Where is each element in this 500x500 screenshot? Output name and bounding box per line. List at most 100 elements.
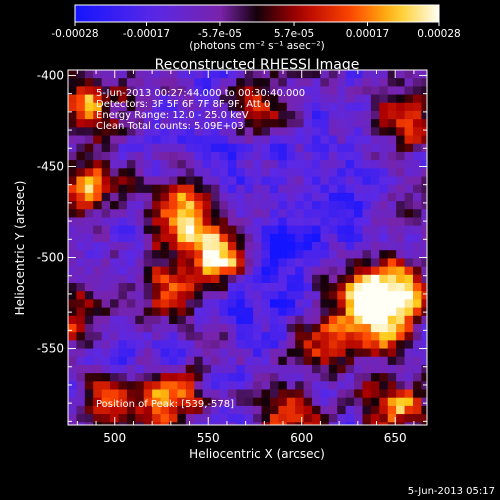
heatmap-cell xyxy=(194,110,204,120)
heatmap-cell xyxy=(303,299,313,309)
heatmap-cell xyxy=(312,283,322,292)
footer-date: 5-Jun-2013 05:17 xyxy=(408,486,495,497)
heatmap-cell xyxy=(101,209,111,219)
heatmap-cell xyxy=(236,340,246,350)
heatmap-cell xyxy=(312,160,322,169)
heatmap-cell xyxy=(396,373,406,382)
heatmap-cell xyxy=(303,291,313,300)
heatmap-cell xyxy=(244,70,254,79)
heatmap-cell xyxy=(219,381,229,391)
heatmap-cell xyxy=(84,233,94,243)
heatmap-cell xyxy=(328,258,338,268)
heatmap-cell xyxy=(76,315,86,325)
heatmap-cell xyxy=(354,78,364,87)
heatmap-cell xyxy=(160,110,170,120)
heatmap-cell xyxy=(152,422,162,425)
heatmap-cell xyxy=(312,225,322,235)
heatmap-cell xyxy=(337,160,347,169)
heatmap-cell xyxy=(328,307,338,317)
heatmap-cell xyxy=(168,209,178,219)
y-tick-label: -550 xyxy=(37,342,64,356)
heatmap-cell xyxy=(236,127,246,137)
heatmap-cell xyxy=(236,405,246,415)
heatmap-cell xyxy=(303,266,313,276)
annotation-peak-position: Position of Peak: [539,-578] xyxy=(96,399,234,410)
heatmap-cell xyxy=(362,283,372,292)
heatmap-cell xyxy=(362,274,372,284)
heatmap-cell xyxy=(126,94,136,104)
heatmap-cell xyxy=(76,209,86,219)
heatmap-cell xyxy=(101,119,111,128)
heatmap-cell xyxy=(110,307,120,317)
heatmap-cell xyxy=(219,332,229,341)
heatmap-cell xyxy=(101,397,111,407)
heatmap-cell xyxy=(286,405,296,415)
heatmap-cell xyxy=(396,405,406,415)
heatmap-cell xyxy=(354,110,364,120)
heatmap-cell xyxy=(110,332,120,341)
heatmap-cell xyxy=(370,422,380,425)
heatmap-cell xyxy=(269,332,279,341)
heatmap-cell xyxy=(370,176,380,186)
heatmap-cell xyxy=(101,70,111,79)
heatmap-cell xyxy=(202,299,212,309)
heatmap-cell xyxy=(253,102,263,112)
heatmap-cell xyxy=(286,225,296,235)
heatmap-cell xyxy=(101,258,111,268)
annotation-detectors: Detectors: 3F 5F 6F 7F 8F 9F, Att 0 xyxy=(96,99,270,110)
heatmap-cell xyxy=(110,258,120,268)
heatmap-cell xyxy=(303,168,313,178)
heatmap-cell xyxy=(387,209,397,219)
heatmap-cell xyxy=(396,299,406,309)
heatmap-cell xyxy=(68,283,78,292)
heatmap-cell xyxy=(211,151,221,161)
heatmap-cell xyxy=(286,397,296,407)
heatmap-cell xyxy=(412,184,422,194)
heatmap-cell xyxy=(177,242,187,251)
heatmap-cell xyxy=(312,127,322,137)
heatmap-cell xyxy=(379,176,389,186)
heatmap-cell xyxy=(68,323,78,333)
heatmap-cell xyxy=(261,110,271,120)
heatmap-cell xyxy=(320,233,330,243)
heatmap-cell xyxy=(93,160,103,169)
heatmap-cell xyxy=(227,209,237,219)
heatmap-cell xyxy=(236,184,246,194)
heatmap-cell xyxy=(152,242,162,251)
heatmap-cell xyxy=(143,192,153,202)
heatmap-cell xyxy=(76,143,86,153)
heatmap-cell xyxy=(278,78,288,87)
heatmap-cell xyxy=(379,201,389,210)
heatmap-cell xyxy=(396,184,406,194)
heatmap-cell xyxy=(168,307,178,317)
heatmap-cell xyxy=(135,307,145,317)
heatmap-cell xyxy=(118,315,128,325)
heatmap-cell xyxy=(295,307,305,317)
heatmap-cell xyxy=(320,307,330,317)
heatmap-cell xyxy=(219,307,229,317)
heatmap-cell xyxy=(261,86,271,96)
colorbar-unit-label: (photons cm⁻² s⁻¹ asec⁻²) xyxy=(189,40,324,52)
heatmap-cell xyxy=(211,242,221,251)
heatmap-cell xyxy=(278,110,288,120)
heatmap-cell xyxy=(168,233,178,243)
heatmap-cell xyxy=(312,86,322,96)
heatmap-cell xyxy=(194,70,204,79)
heatmap-cell xyxy=(362,102,372,112)
heatmap-cell xyxy=(387,70,397,79)
heatmap-cell xyxy=(244,348,254,358)
heatmap-cell xyxy=(379,348,389,358)
heatmap-cell xyxy=(404,389,414,399)
heatmap-cell xyxy=(261,217,271,227)
heatmap-cell xyxy=(118,135,128,145)
heatmap-cell xyxy=(160,192,170,202)
heatmap-cell xyxy=(320,250,330,260)
heatmap-cell xyxy=(396,340,406,350)
heatmap-cell xyxy=(152,274,162,284)
heatmap-cell xyxy=(168,94,178,104)
heatmap-cell xyxy=(177,70,187,79)
heatmap-cell xyxy=(177,414,187,423)
heatmap-cell xyxy=(76,422,86,425)
heatmap-cell xyxy=(236,274,246,284)
heatmap-cell xyxy=(118,299,128,309)
